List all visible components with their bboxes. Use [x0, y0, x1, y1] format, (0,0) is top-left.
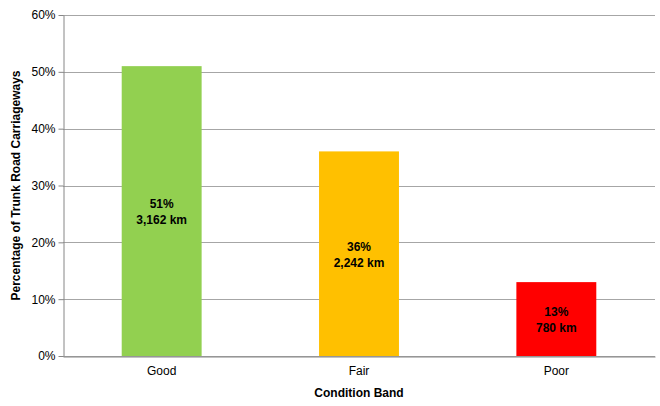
data-label: 36%: [347, 240, 371, 254]
y-tick-mark: [59, 129, 64, 130]
y-tick-label: 30%: [31, 179, 55, 193]
grid-line: [63, 356, 655, 357]
chart: 0% 10% 20% 30% 40% 50% 60% Good Fair Poor 51% 3,162…: [0, 0, 660, 406]
y-tick-label: 40%: [31, 122, 55, 136]
bar: [516, 282, 596, 356]
y-axis: 0% 10% 20% 30% 40% 50% 60%: [31, 8, 64, 363]
y-axis-title: Percentage of Trunk Road Carriageways: [9, 70, 23, 300]
x-tick-label: Poor: [544, 364, 569, 378]
y-tick-mark: [59, 186, 64, 187]
y-tick-mark: [59, 356, 64, 357]
data-label: 51%: [150, 197, 174, 211]
x-axis-line: [64, 357, 656, 358]
bar: [122, 66, 202, 356]
y-tick-mark: [59, 242, 64, 243]
y-tick-label: 60%: [31, 8, 55, 22]
y-tick: 0%: [38, 349, 63, 363]
bar: [319, 151, 399, 356]
y-tick-label: 10%: [31, 293, 55, 307]
y-tick: 20%: [31, 236, 63, 250]
y-tick-label: 20%: [31, 236, 55, 250]
grid-line: [63, 15, 655, 16]
x-axis-title: Condition Band: [314, 386, 403, 400]
y-tick-mark: [59, 299, 64, 300]
data-labels: 51% 3,162 km 36% 2,242 km 13% 780 km: [136, 197, 576, 335]
x-tick: Fair: [349, 357, 370, 379]
length-label: 2,242 km: [334, 256, 385, 270]
y-tick: 30%: [31, 179, 63, 193]
grid: [63, 16, 655, 357]
x-tick-label: Fair: [349, 364, 370, 378]
x-tick-label: Good: [147, 364, 176, 378]
y-tick-label: 50%: [31, 65, 55, 79]
y-tick: 40%: [31, 122, 63, 136]
x-axis: Good Fair Poor: [64, 357, 656, 379]
length-label: 780 km: [536, 321, 577, 335]
bars: [122, 66, 597, 356]
y-tick-mark: [59, 15, 64, 16]
data-label: 13%: [544, 305, 568, 319]
x-tick: Good: [147, 357, 176, 379]
y-tick-label: 0%: [38, 349, 56, 363]
x-tick: Poor: [544, 357, 569, 379]
length-label: 3,162 km: [136, 213, 187, 227]
y-tick-mark: [59, 72, 64, 73]
y-axis-line: [64, 16, 65, 357]
y-tick: 10%: [31, 293, 63, 307]
y-tick: 60%: [31, 8, 63, 22]
y-tick: 50%: [31, 65, 63, 79]
